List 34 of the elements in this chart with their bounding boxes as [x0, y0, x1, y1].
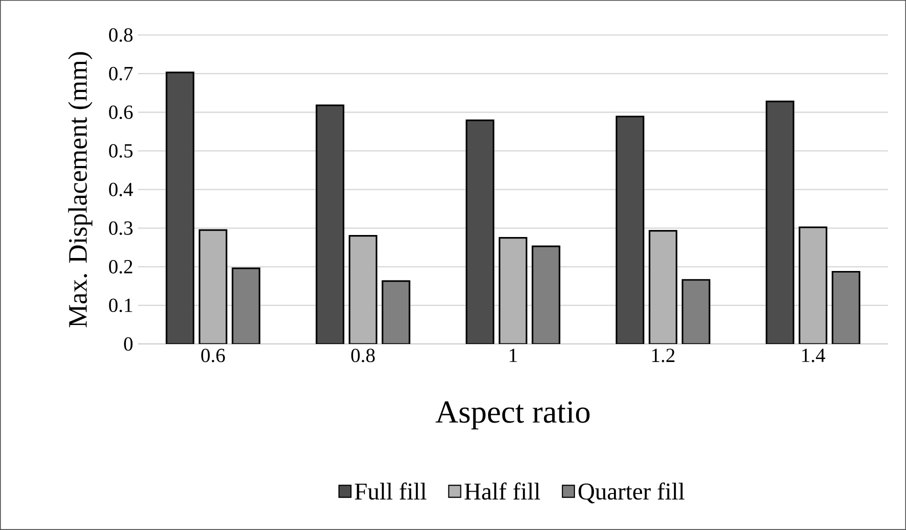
y-tick-label: 0.1: [109, 298, 132, 312]
bar: [466, 120, 494, 344]
legend-label: Half fill: [464, 482, 540, 500]
bar: [648, 230, 678, 344]
bar: [232, 267, 260, 344]
x-tick-label: 1.2: [652, 348, 674, 362]
y-tick-label: 0: [124, 337, 133, 351]
x-axis-title: Aspect ratio: [436, 401, 590, 430]
bar: [798, 226, 828, 344]
x-tick-label: 1: [510, 348, 517, 362]
x-tick-label: 0.6: [201, 348, 225, 362]
bar: [382, 280, 410, 344]
bar: [498, 236, 528, 344]
legend-label: Quarter fill: [578, 482, 684, 504]
y-tick-label: 0.7: [109, 66, 133, 80]
y-tick-label: 0.4: [109, 182, 133, 196]
bar: [832, 270, 860, 344]
bar: [348, 235, 378, 344]
bar: [316, 104, 344, 344]
x-tick-label: 1.4: [802, 348, 826, 362]
x-tick-label: 0.8: [351, 348, 375, 362]
y-axis-title: Max. Displacement (mm): [68, 52, 92, 328]
bar: [616, 116, 644, 344]
bar: [532, 245, 560, 344]
bar: [682, 279, 710, 344]
y-tick-label: 0.8: [109, 28, 133, 42]
y-tick-label: 0.5: [109, 144, 133, 158]
y-tick-label: 0.2: [109, 260, 132, 274]
bar: [766, 100, 794, 344]
bar: [198, 229, 228, 344]
y-tick-label: 0.3: [109, 221, 133, 235]
y-tick-label: 0.6: [109, 105, 133, 120]
bar: [166, 72, 194, 344]
legend-label: Full fill: [354, 482, 426, 500]
